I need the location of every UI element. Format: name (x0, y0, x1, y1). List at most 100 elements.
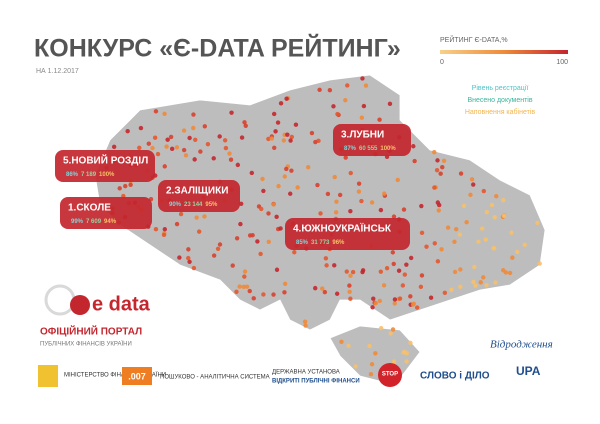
map-dot (117, 186, 122, 191)
legend-item: Внесено документів (467, 96, 532, 104)
legend-title: РЕЙТИНГ Є-DATA,% (440, 35, 508, 44)
callout-cabinets: 100% (99, 172, 115, 178)
map-dot (343, 98, 348, 103)
map-dot (228, 157, 234, 162)
map-dot (392, 297, 398, 302)
map-dot (255, 239, 260, 244)
map-dot (181, 147, 187, 153)
map-dot (162, 111, 167, 117)
map-dot (347, 283, 352, 288)
map-dot (223, 145, 229, 151)
map-dot (244, 284, 250, 289)
map-dot (344, 269, 349, 274)
map-dot (162, 164, 167, 169)
map-dot (359, 115, 365, 120)
map-dot (478, 280, 483, 285)
ministry-emblem (38, 365, 58, 387)
map-dot (408, 294, 413, 299)
map-dot (192, 157, 197, 162)
map-dot (370, 305, 375, 310)
map-dot (249, 170, 255, 176)
legend-item: Наповнення кабінетів (465, 108, 536, 116)
footer: e data ОФІЦІЙНИЙ ПОРТАЛ ПУБЛІЧНИХ ФІНАНС… (38, 284, 553, 387)
map-dot (242, 269, 248, 274)
callout-registration: 86% (66, 172, 79, 178)
map-dot (419, 230, 425, 236)
map-dot (449, 287, 454, 293)
map-dot (343, 155, 348, 160)
map-dot (235, 162, 241, 168)
map-dot (284, 96, 289, 101)
map-dot (282, 281, 288, 287)
callout-box (60, 197, 152, 229)
map-dot (281, 138, 287, 143)
map-dot (473, 283, 478, 288)
map-dot (501, 198, 506, 203)
map-dot (377, 117, 382, 122)
map-dot (327, 88, 333, 93)
map-dot (414, 305, 420, 310)
map-dot (128, 182, 133, 188)
map-dot (227, 151, 232, 156)
map-dot (390, 327, 396, 332)
map-dot (334, 199, 339, 204)
callout-stats: 86% 7 189 100% (66, 172, 115, 178)
callout-stats: 87% 60 555 100% (344, 146, 396, 152)
map-dot (315, 182, 320, 188)
map-dot (284, 166, 289, 172)
callout-documents: 7 609 (86, 219, 102, 225)
map-dot (464, 220, 469, 225)
map-dot (377, 298, 382, 304)
map-dot (271, 202, 276, 207)
map-dot (169, 146, 175, 152)
map-dot (387, 101, 393, 107)
map-dot (302, 319, 308, 324)
map-dot (293, 122, 299, 127)
map-dot (356, 189, 362, 194)
map-dot (481, 275, 486, 280)
map-dot (282, 290, 287, 295)
map-dot (313, 285, 318, 291)
map-dot (323, 256, 329, 261)
map-dot (275, 120, 281, 125)
map-dot (174, 221, 180, 227)
upa-logo: UPA (516, 364, 541, 378)
map-dot (202, 214, 207, 219)
map-dot (419, 203, 424, 209)
map-dot (269, 136, 275, 141)
callout-cabinets: 96% (332, 240, 345, 246)
map-dot (492, 215, 497, 220)
system-name: ПОШУКОВО - АНАЛІТИЧНА СИСТЕМА (160, 375, 270, 381)
map-dot (259, 206, 264, 212)
map-dot (491, 246, 496, 251)
map-dot (359, 198, 364, 204)
map-dot (274, 214, 279, 220)
map-dot (345, 83, 350, 88)
vidrodzhennia-logo: Відродження (490, 339, 553, 351)
map-dot (428, 295, 434, 300)
map-dot (125, 128, 130, 134)
map-dot (152, 135, 158, 140)
map-dot (202, 124, 208, 129)
callout-documents: 7 189 (81, 172, 97, 178)
map-dot (285, 132, 290, 137)
map-dot (397, 296, 403, 301)
map-dot (391, 359, 397, 364)
map-dot (295, 185, 300, 190)
map-dot (271, 292, 276, 297)
map-dot (306, 165, 311, 170)
map-dot (507, 270, 513, 276)
map-dot (360, 269, 365, 275)
system-logo-bg (122, 367, 152, 385)
map-dot (432, 241, 437, 246)
map-dot (367, 343, 372, 349)
map-dot (391, 214, 397, 219)
map-dot (481, 188, 487, 194)
map-dot (471, 182, 476, 187)
map-dot (334, 291, 340, 296)
slovo-logo: СЛОВО і ДІЛО (420, 371, 490, 382)
map-dot (339, 339, 344, 345)
map-dot (313, 139, 318, 145)
map-dot (411, 144, 416, 149)
